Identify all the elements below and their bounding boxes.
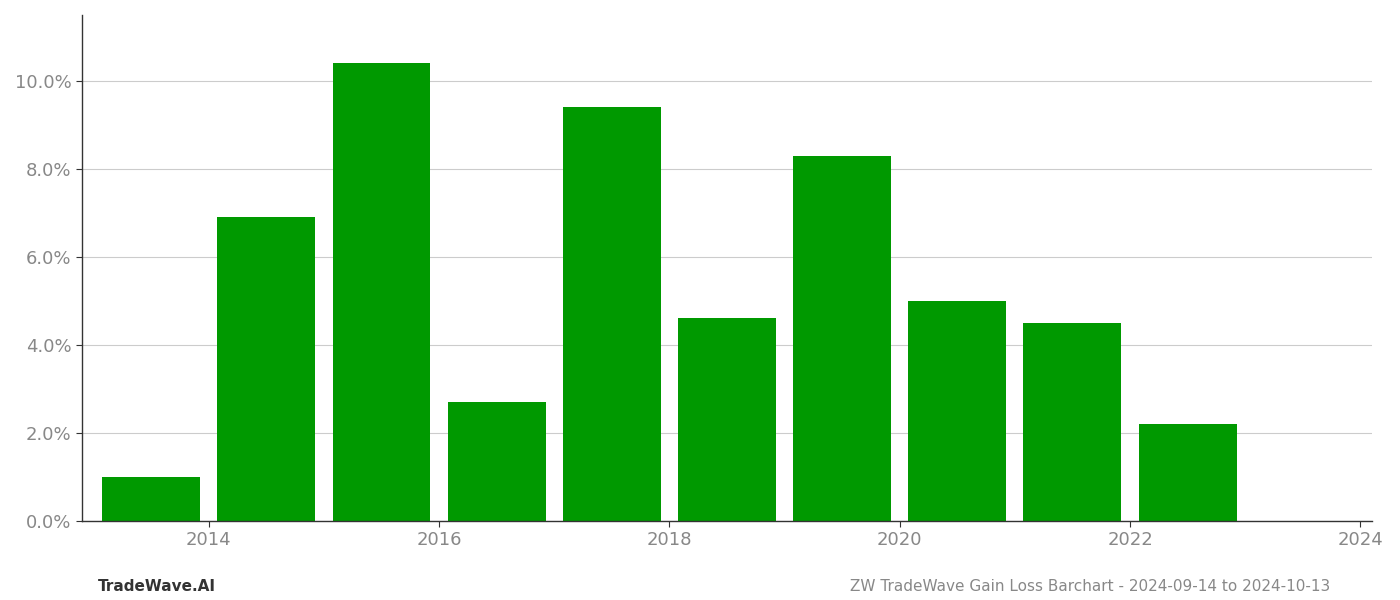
Bar: [1023, 323, 1121, 521]
Bar: [102, 476, 200, 521]
Bar: [678, 319, 776, 521]
Bar: [333, 64, 430, 521]
Bar: [563, 107, 661, 521]
Bar: [448, 402, 546, 521]
Text: ZW TradeWave Gain Loss Barchart - 2024-09-14 to 2024-10-13: ZW TradeWave Gain Loss Barchart - 2024-0…: [850, 579, 1330, 594]
Bar: [909, 301, 1007, 521]
Bar: [794, 155, 890, 521]
Bar: [217, 217, 315, 521]
Text: TradeWave.AI: TradeWave.AI: [98, 579, 216, 594]
Bar: [1138, 424, 1236, 521]
